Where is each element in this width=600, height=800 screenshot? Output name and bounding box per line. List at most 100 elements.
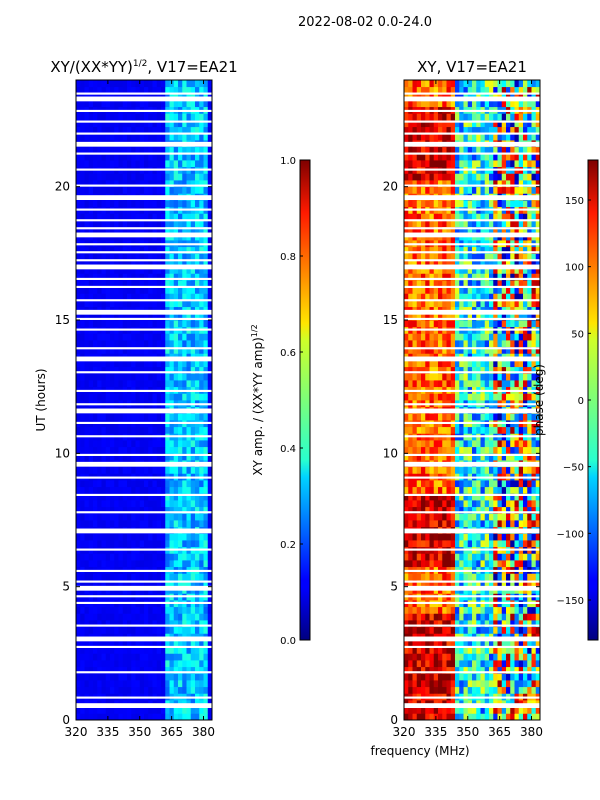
phase-cell: [463, 640, 469, 648]
amplitude-cell: [122, 293, 128, 301]
amplitude-cell: [88, 186, 94, 194]
amplitude-cell: [101, 346, 107, 354]
amplitude-cell: [148, 453, 153, 461]
data-gap-stripe: [76, 120, 212, 123]
amplitude-cell: [165, 213, 170, 221]
phase-cell: [459, 613, 464, 621]
phase-cell: [531, 513, 537, 521]
phase-cell: [463, 340, 469, 348]
amplitude-cell: [144, 666, 149, 674]
amplitude-cell: [182, 180, 187, 188]
amplitude-cell: [161, 366, 166, 374]
amplitude-cell: [93, 573, 98, 581]
amplitude-cell: [135, 513, 141, 521]
amplitude-cell: [114, 620, 119, 628]
amplitude-cell: [152, 506, 158, 514]
phase-cell: [425, 440, 430, 448]
amplitude-cell: [110, 200, 115, 208]
amplitude-cell: [76, 300, 81, 308]
amplitude-cell: [110, 160, 115, 168]
phase-cell: [493, 653, 498, 661]
amplitude-cell: [165, 340, 170, 348]
amplitude-cell: [88, 640, 94, 648]
amplitude-cell: [84, 200, 90, 208]
amplitude-cell: [199, 213, 204, 221]
phase-cell: [472, 540, 477, 548]
amplitude-cell: [114, 346, 119, 354]
phase-cell: [506, 706, 511, 714]
phase-cell: [467, 393, 473, 401]
amplitude-cell: [207, 80, 213, 88]
phase-cell: [480, 580, 486, 588]
amplitude-cell: [178, 113, 183, 121]
phase-cell: [472, 660, 477, 668]
phase-cell: [404, 553, 409, 561]
amplitude-cell: [186, 706, 192, 714]
amplitude-cell: [114, 113, 119, 121]
amplitude-cell: [144, 500, 149, 508]
amplitude-cell: [203, 186, 209, 194]
phase-cell: [506, 680, 511, 688]
amplitude-cell: [110, 393, 115, 401]
data-gap-stripe: [76, 92, 212, 95]
amplitude-cell: [199, 513, 204, 521]
phase-cell: [455, 380, 460, 388]
amplitude-cell: [190, 120, 196, 128]
amplitude-cell: [76, 666, 81, 674]
amplitude-cell: [161, 646, 166, 654]
amplitude-cell: [148, 340, 153, 348]
amplitude-cell: [173, 606, 179, 614]
amplitude-cell: [122, 446, 128, 454]
phase-cell: [535, 393, 541, 401]
phase-cell: [442, 540, 447, 548]
phase-cell: [433, 513, 439, 521]
phase-cell: [459, 540, 464, 548]
amplitude-cell: [114, 500, 119, 508]
amplitude-cell: [105, 146, 111, 154]
amplitude-cell: [93, 220, 98, 228]
amplitude-cell: [105, 653, 111, 661]
amplitude-cell: [199, 606, 204, 614]
amplitude-cell: [156, 626, 162, 634]
phase-cell: [467, 580, 473, 588]
phase-cell: [442, 706, 447, 714]
amplitude-cell: [105, 333, 111, 341]
amplitude-cell: [156, 440, 162, 448]
phase-cell: [527, 413, 532, 421]
amplitude-cell: [110, 626, 115, 634]
amplitude-cell: [139, 486, 145, 494]
amplitude-cell: [165, 80, 170, 88]
amplitude-cell: [178, 213, 183, 221]
phase-cell: [467, 686, 473, 694]
amplitude-cell: [199, 80, 204, 88]
amplitude-cell: [152, 100, 158, 108]
amplitude-cell: [182, 506, 187, 514]
amplitude-cell: [118, 113, 124, 121]
amplitude-cell: [203, 533, 209, 541]
phase-cell: [527, 626, 532, 634]
phase-cell: [429, 366, 435, 374]
amplitude-cell: [165, 646, 170, 654]
amplitude-cell: [156, 220, 162, 228]
phase-cell: [523, 446, 528, 454]
amplitude-cell: [114, 213, 119, 221]
amplitude-cell: [148, 393, 153, 401]
phase-cell: [476, 500, 481, 508]
x-tick-label: 365: [160, 725, 183, 739]
amplitude-cell: [207, 646, 213, 654]
phase-cell: [531, 346, 537, 354]
amplitude-cell: [122, 500, 128, 508]
amplitude-cell: [169, 253, 175, 261]
amplitude-cell: [144, 553, 149, 561]
amplitude-cell: [165, 260, 170, 268]
amplitude-cell: [156, 300, 162, 308]
phase-cell: [514, 506, 520, 514]
amplitude-cell: [97, 686, 102, 694]
phase-cell: [523, 373, 528, 381]
amplitude-cell: [131, 446, 136, 454]
phase-cell: [518, 453, 524, 461]
phase-cell: [472, 446, 477, 454]
amplitude-cell: [148, 573, 153, 581]
amplitude-cell: [203, 260, 209, 268]
amplitude-cell: [186, 186, 192, 194]
